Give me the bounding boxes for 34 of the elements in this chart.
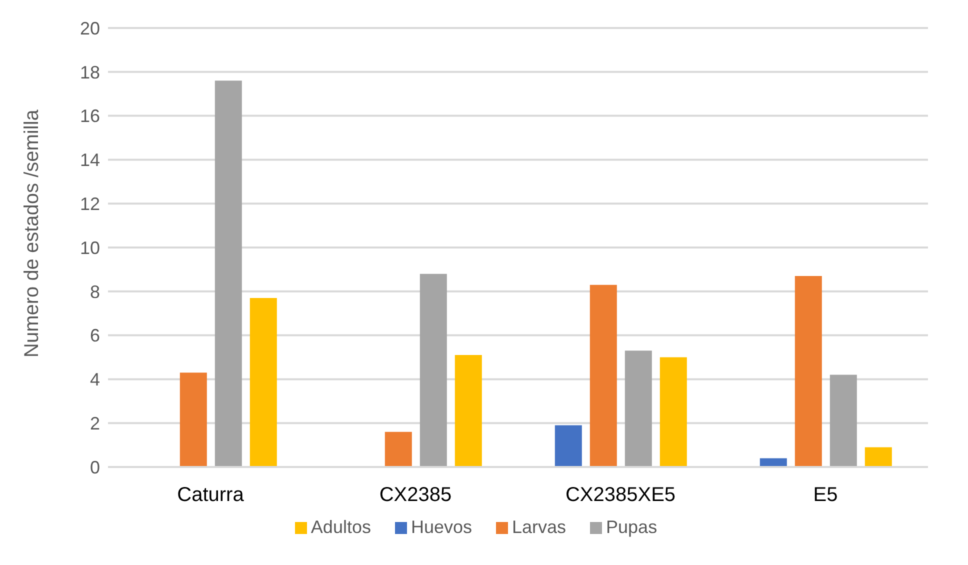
- y-tick-label: 0: [90, 457, 100, 478]
- y-tick-label: 18: [80, 62, 100, 82]
- y-axis-title: Numero de estados /semilla: [21, 108, 44, 358]
- bar: [864, 447, 892, 467]
- bar: [250, 298, 277, 467]
- y-tick-label: 14: [80, 150, 100, 170]
- y-tick-label: 12: [80, 194, 100, 214]
- bar: [214, 80, 242, 467]
- y-tick-label: 8: [90, 282, 100, 302]
- bar: [420, 274, 447, 467]
- y-tick-label: 10: [80, 238, 100, 258]
- bar: [794, 276, 822, 467]
- legend-label: Huevos: [410, 517, 472, 537]
- bar: [760, 458, 787, 467]
- bar: [590, 284, 617, 467]
- y-tick-label: 4: [90, 370, 100, 390]
- bar: [384, 432, 412, 467]
- x-tick-label: Caturra: [177, 484, 245, 506]
- bar: [624, 350, 652, 467]
- x-tick-label: E5: [813, 484, 838, 506]
- y-tick-label: 16: [80, 106, 100, 126]
- y-tick-label: 2: [90, 413, 100, 434]
- y-tick-label: 6: [90, 326, 100, 346]
- legend-label: Larvas: [512, 517, 566, 537]
- y-tick-label: 20: [80, 18, 100, 38]
- x-tick-label: CX2385: [379, 484, 452, 506]
- bar: [830, 374, 857, 467]
- bar: [180, 372, 207, 467]
- legend-label: Pupas: [606, 517, 658, 537]
- bar: [554, 425, 582, 467]
- legend-label: Adultos: [310, 517, 371, 537]
- x-tick-label: CX2385XE5: [565, 484, 676, 506]
- bar: [660, 357, 687, 467]
- bar: [454, 355, 482, 467]
